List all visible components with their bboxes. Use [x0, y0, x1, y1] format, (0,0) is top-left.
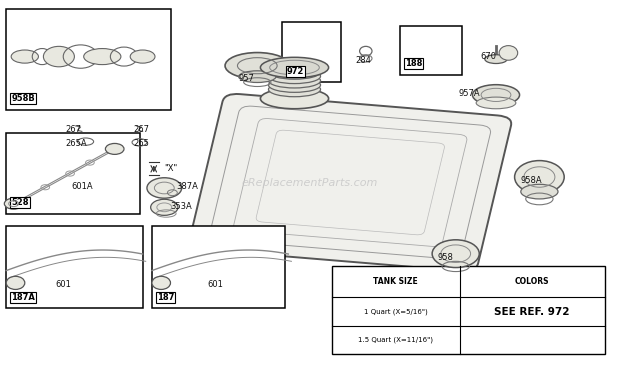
Ellipse shape [239, 71, 276, 82]
Text: 267: 267 [65, 125, 81, 134]
Text: 1 Quart (X=5/16"): 1 Quart (X=5/16") [364, 308, 428, 315]
Bar [332, 266, 604, 354]
Text: 958B: 958B [11, 94, 35, 103]
Text: 188: 188 [405, 59, 422, 68]
Bar [282, 22, 341, 82]
Text: 670: 670 [480, 52, 497, 61]
Ellipse shape [43, 46, 74, 67]
Text: 601: 601 [56, 280, 72, 289]
Bar [6, 9, 170, 109]
Text: 957: 957 [239, 74, 255, 83]
Text: 353A: 353A [170, 202, 192, 211]
Ellipse shape [515, 161, 564, 193]
Ellipse shape [432, 240, 479, 268]
Text: 187: 187 [157, 293, 174, 302]
Text: 265: 265 [133, 139, 149, 147]
Ellipse shape [472, 85, 520, 105]
Ellipse shape [84, 49, 121, 65]
Ellipse shape [6, 276, 25, 289]
Text: 601: 601 [208, 280, 224, 289]
Text: eReplacementParts.com: eReplacementParts.com [242, 177, 378, 188]
Text: 972: 972 [287, 66, 304, 76]
Text: 528: 528 [11, 198, 29, 207]
Bar [400, 26, 462, 75]
Text: 387A: 387A [177, 182, 198, 191]
Ellipse shape [130, 50, 155, 63]
Ellipse shape [225, 53, 290, 79]
Text: 958A: 958A [521, 176, 542, 185]
Ellipse shape [4, 198, 23, 209]
Ellipse shape [260, 88, 329, 109]
Text: COLORS: COLORS [515, 277, 549, 286]
Text: 187A: 187A [11, 293, 35, 302]
Ellipse shape [152, 276, 171, 289]
Ellipse shape [147, 178, 182, 198]
Ellipse shape [268, 69, 321, 84]
Ellipse shape [476, 97, 516, 109]
Ellipse shape [11, 50, 38, 63]
Text: 267: 267 [133, 125, 149, 134]
Text: 958: 958 [437, 253, 453, 262]
Ellipse shape [268, 65, 321, 79]
Ellipse shape [151, 199, 178, 215]
Bar [6, 133, 140, 214]
Ellipse shape [521, 184, 558, 199]
Ellipse shape [485, 55, 507, 64]
Text: 1.5 Quart (X=11/16"): 1.5 Quart (X=11/16") [358, 337, 433, 343]
Ellipse shape [268, 82, 321, 97]
Text: SEE REF. 972: SEE REF. 972 [495, 307, 570, 316]
Ellipse shape [268, 73, 321, 88]
Text: 284: 284 [355, 56, 371, 65]
Text: 265A: 265A [65, 139, 87, 147]
Text: "X": "X" [164, 164, 177, 173]
Ellipse shape [105, 143, 124, 154]
Text: 957A: 957A [459, 89, 481, 97]
Text: 601A: 601A [71, 182, 93, 191]
Ellipse shape [268, 78, 321, 92]
FancyBboxPatch shape [189, 94, 512, 271]
Bar [152, 226, 285, 308]
Ellipse shape [260, 57, 329, 78]
Bar [6, 226, 143, 308]
Ellipse shape [499, 46, 518, 60]
Text: TANK SIZE: TANK SIZE [373, 277, 418, 286]
